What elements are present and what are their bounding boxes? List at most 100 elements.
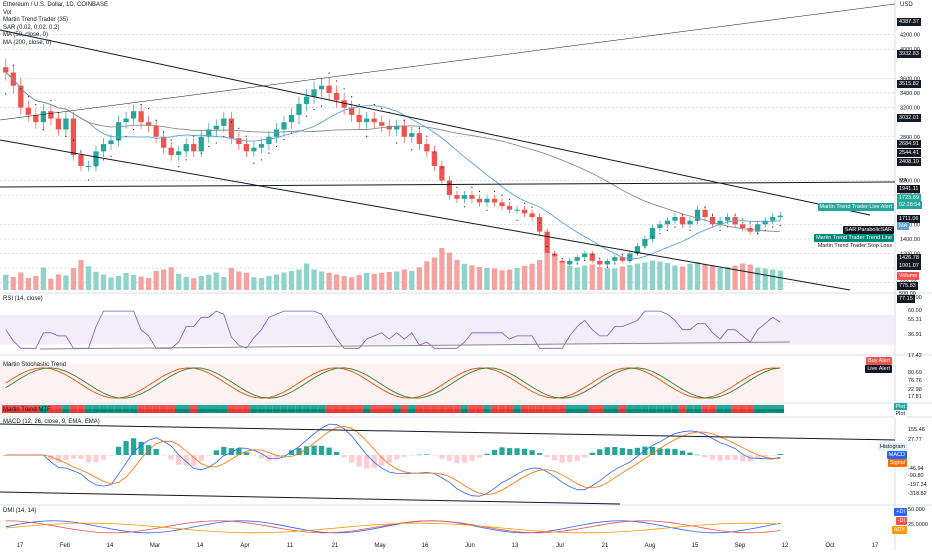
candle-body bbox=[48, 111, 54, 119]
candle-body bbox=[589, 253, 595, 261]
macd-label[interactable]: MACD (12, 26, close, 9, EMA, EMA) bbox=[3, 419, 100, 425]
mtf-cell bbox=[227, 405, 236, 409]
mtf-cell bbox=[543, 409, 551, 413]
price-tick-label: 1400.00 bbox=[900, 237, 920, 243]
sar-dot bbox=[268, 152, 270, 154]
candle-body bbox=[709, 217, 716, 225]
volume-bar bbox=[755, 267, 761, 290]
subpane-tick-label: 80.00 bbox=[908, 295, 922, 301]
rsi-label[interactable]: RSI (14, close) bbox=[3, 296, 43, 302]
mtf-cell bbox=[438, 405, 446, 409]
volume-bar bbox=[589, 264, 595, 290]
mtf-cell bbox=[197, 409, 206, 413]
volume-bar bbox=[529, 263, 535, 290]
mtf-cell bbox=[377, 405, 386, 409]
mtf-cell bbox=[535, 409, 544, 413]
mtf-cell bbox=[220, 405, 228, 409]
x-tick-label: Jun bbox=[465, 543, 475, 549]
mtf-cell bbox=[235, 409, 243, 413]
x-tick-label: Feb bbox=[60, 543, 71, 549]
volume-bar bbox=[717, 268, 723, 290]
mtf-cell bbox=[189, 409, 198, 413]
dmi-label[interactable]: DMI (14, 14) bbox=[3, 508, 37, 514]
mtf-cell bbox=[656, 405, 664, 409]
mtf-cell bbox=[54, 405, 63, 409]
candle-body bbox=[206, 129, 212, 137]
volume-bar bbox=[341, 276, 347, 290]
sar-dot bbox=[170, 139, 172, 141]
subpane-tick-label: 17.81 bbox=[908, 394, 922, 400]
sar-dot bbox=[508, 198, 511, 200]
candle-body bbox=[762, 220, 768, 225]
dmi-pane bbox=[5, 520, 781, 534]
sar-dot bbox=[200, 152, 202, 154]
indicator-mtt[interactable]: Martin Trend Trader (35) bbox=[3, 17, 69, 24]
macd-histogram-bar bbox=[597, 449, 603, 455]
sar-dot bbox=[132, 129, 135, 131]
indicator-sar[interactable]: SAR (0.02, 0.02, 0.2) bbox=[3, 24, 60, 31]
volume-bar bbox=[702, 264, 708, 290]
tag-plot-2: Plot bbox=[893, 410, 907, 418]
x-tick-label: Jul bbox=[556, 543, 564, 549]
mtf-cell bbox=[445, 405, 454, 409]
stoch-bg bbox=[0, 364, 784, 402]
macd-histogram-bar bbox=[506, 448, 513, 455]
sar-dot bbox=[644, 246, 646, 248]
mtf-cell bbox=[393, 409, 401, 413]
macd-histogram-bar bbox=[138, 441, 144, 455]
sar-dot bbox=[659, 233, 661, 235]
sar-dot bbox=[546, 245, 548, 248]
volume-bar bbox=[10, 277, 16, 290]
candle-body bbox=[424, 144, 430, 152]
volume-bar bbox=[33, 276, 39, 290]
ma50-line bbox=[5, 72, 781, 260]
mtf-cell bbox=[257, 409, 266, 413]
macd-histogram-bar bbox=[364, 455, 370, 469]
volume-bar bbox=[236, 271, 242, 290]
sar-dot bbox=[696, 219, 699, 221]
sar-dot bbox=[418, 127, 420, 129]
mtf-cell bbox=[99, 405, 108, 409]
volume-bar bbox=[491, 268, 498, 290]
volume-bar bbox=[168, 267, 174, 290]
indicator-ma50[interactable]: MA (50, close, 0) bbox=[3, 32, 49, 39]
x-tick-label: Mar bbox=[150, 543, 160, 549]
sar-dot bbox=[12, 64, 14, 66]
vol-legend[interactable]: Vol bbox=[3, 9, 12, 16]
candle-body bbox=[221, 118, 227, 126]
candle-body bbox=[401, 125, 407, 137]
sar-dot bbox=[290, 132, 293, 134]
sar-dot bbox=[95, 165, 97, 168]
subpane-tick-label: 17.42 bbox=[908, 353, 922, 359]
volume-bar bbox=[356, 275, 362, 290]
mtf-cell bbox=[47, 409, 55, 413]
volume-bar bbox=[409, 271, 415, 290]
x-tick-label: Sep bbox=[735, 543, 746, 549]
mtf-cell bbox=[468, 405, 476, 409]
mtf-cell bbox=[182, 405, 190, 409]
mtf-cell bbox=[558, 409, 566, 413]
volume-bar bbox=[213, 272, 219, 290]
macd-histogram-bar bbox=[657, 448, 663, 455]
macd-histogram-bar bbox=[724, 455, 731, 460]
symbol-title[interactable]: Ethereum / U.S. Dollar, 1D, COINBASE bbox=[3, 2, 109, 8]
mtf-cell bbox=[438, 409, 446, 413]
indicator-ma200[interactable]: MA (200, close, 0) bbox=[3, 39, 52, 46]
candle-body bbox=[168, 147, 174, 155]
mtf-cell bbox=[483, 409, 491, 413]
stoch-label[interactable]: Martin Stochastic Trend bbox=[3, 362, 67, 368]
candle-body bbox=[176, 151, 182, 155]
macd-histogram-bar bbox=[589, 452, 595, 455]
mtf-cell bbox=[9, 409, 18, 413]
mtf-cell bbox=[693, 409, 702, 413]
candle-body bbox=[740, 224, 746, 228]
volume-bar bbox=[318, 271, 325, 290]
price-tick-label: 4200.00 bbox=[900, 33, 920, 39]
mtf-cell bbox=[32, 409, 40, 413]
subpane-tick-label: 36.91 bbox=[908, 332, 922, 338]
mtf-label[interactable]: Martin Trend MTF bbox=[3, 407, 51, 413]
trendline bbox=[0, 491, 621, 505]
mtf-cell bbox=[618, 405, 627, 409]
